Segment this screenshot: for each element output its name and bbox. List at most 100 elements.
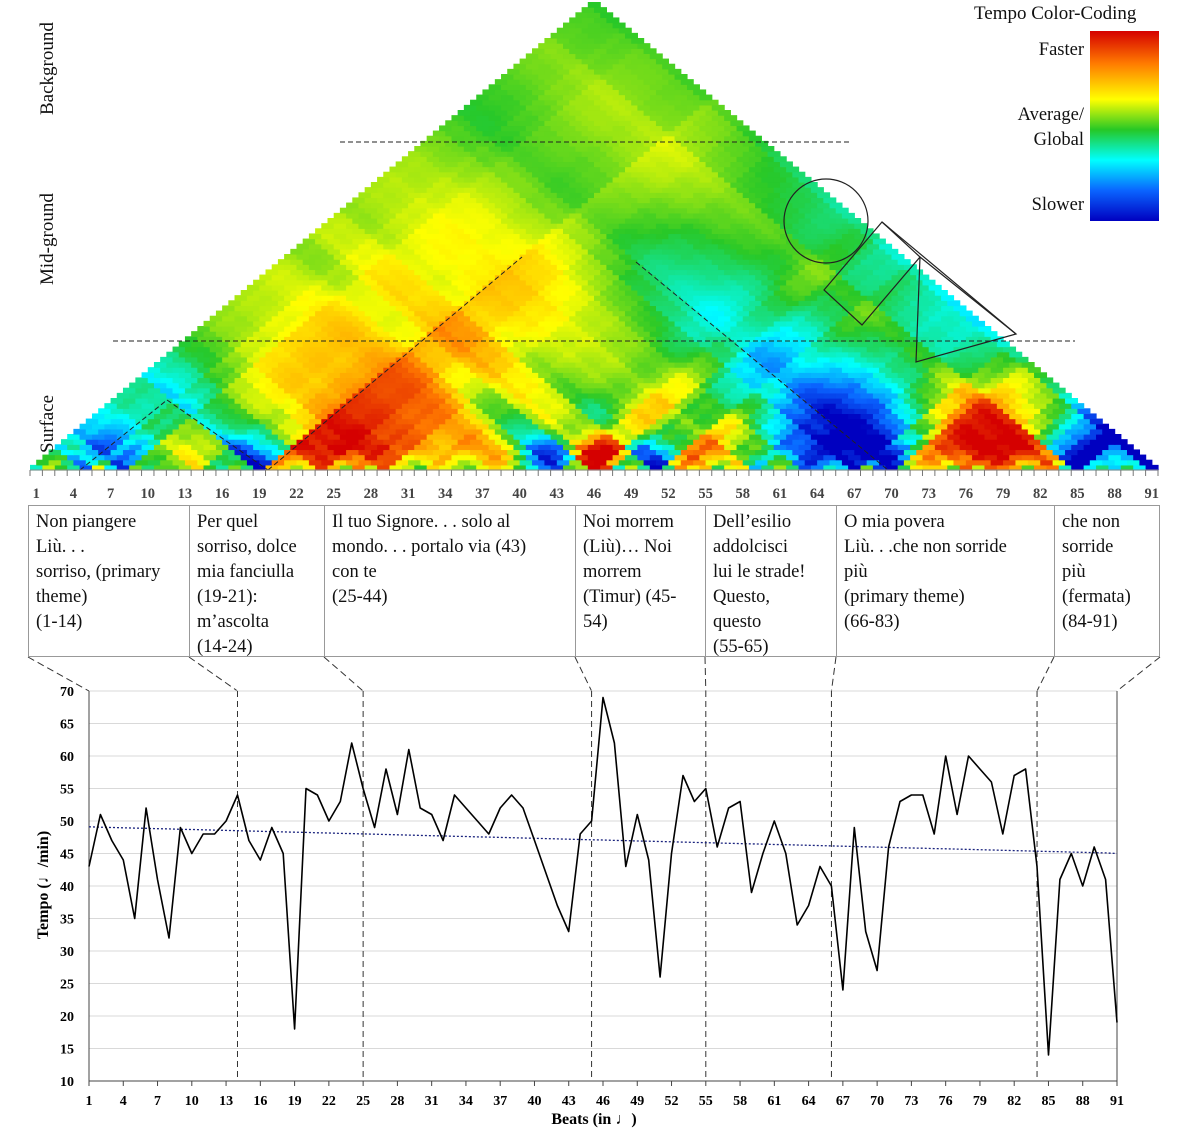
heatmap-cell [724,135,738,142]
heatmap-cell [755,223,769,229]
heatmap-cell [507,418,521,425]
heatmap-cell [755,418,769,425]
heatmap-cell [631,274,645,281]
heatmap-cell [711,166,725,173]
heatmap-cell [377,372,391,379]
heatmap-cell [792,295,806,301]
heatmap-cell [581,367,595,373]
heatmap-cell [804,274,818,281]
heatmap-cell [507,346,521,353]
heatmap-cell [972,382,986,389]
segment-text-line: che non [1062,512,1121,532]
heatmap-cell [215,413,229,420]
heatmap-cell [848,279,862,286]
heatmap-cell [779,295,793,301]
heatmap-cell [457,130,471,137]
heatmap-cell [308,449,322,456]
heatmap-cell [618,110,632,116]
heatmap-cell [240,310,254,317]
heatmap-cell [513,74,527,80]
heatmap-cell [401,351,415,358]
heatmap-cell [54,464,68,471]
heatmap-cell [748,228,762,235]
heatmap-cell [668,182,682,188]
heatmap-cell [631,387,645,394]
heatmap-cell [383,428,397,435]
heatmap-cell [377,403,391,409]
heatmap-cell [674,207,688,214]
heatmap-cell [612,259,626,265]
heatmap-cell [470,428,484,435]
heatmap-cell [606,377,620,384]
heatmap-cell [798,207,812,214]
heatmap-cell [432,408,446,415]
heatmap-cell [569,449,583,456]
heatmap-cell [476,310,490,317]
heatmap-cell [581,99,595,106]
heatmap-cell [755,192,769,199]
heatmap-cell [575,53,589,60]
heatmap-cell [984,331,998,337]
x-tick-label: 64 [802,1094,816,1109]
heatmap-cell [302,362,316,368]
connector-line [830,656,837,692]
heatmap-cell [1114,459,1128,466]
heatmap-cell [284,336,298,343]
heatmap-cell [203,351,217,358]
heatmap-cell [680,459,694,466]
heatmap-cell [364,197,378,204]
heatmap-cell [215,423,229,430]
heatmap-cell [606,48,620,55]
heatmap-cell [879,428,893,435]
heatmap-cell [544,305,558,312]
heatmap-cell [395,233,409,240]
heatmap-cell [265,290,279,296]
heatmap-cell [786,300,800,307]
heatmap-cell [717,408,731,415]
heatmap-cell [488,454,502,461]
heatmap-cell [600,403,614,409]
heatmap-cell [432,295,446,301]
heatmap-cell [556,449,570,456]
triangle-tick-label: 67 [847,486,862,502]
heatmap-cell [383,449,397,456]
heatmap-cell [358,192,372,199]
heatmap-cell [445,254,459,260]
heatmap-cell [686,248,700,255]
heatmap-cell [947,403,961,409]
heatmap-cell [581,356,595,363]
heatmap-cell [612,166,626,173]
heatmap-cell [370,439,384,445]
heatmap-cell [215,310,229,317]
heatmap-cell [655,223,669,229]
heatmap-cell [575,279,589,286]
heatmap-cell [1083,434,1097,440]
heatmap-cell [872,464,886,471]
heatmap-cell [532,233,546,240]
heatmap-cell [538,94,552,101]
heatmap-cell [606,68,620,75]
heatmap-cell [655,254,669,260]
heatmap-cell [389,464,403,471]
heatmap-cell [333,398,347,404]
heatmap-cell [600,74,614,80]
heatmap-cell [501,279,515,286]
heatmap-cell [538,434,552,440]
heatmap-cell [587,197,601,204]
heatmap-cell [501,403,515,409]
heatmap-cell [482,356,496,363]
heatmap-cell [897,290,911,296]
heatmap-cell [841,233,855,240]
heatmap-cell [178,362,192,368]
heatmap-cell [581,387,595,394]
heatmap-cell [1027,408,1041,415]
heatmap-cell [346,408,360,415]
heatmap-cell [705,284,719,291]
heatmap-cell [866,346,880,353]
heatmap-cell [507,151,521,157]
heatmap-cell [463,259,477,265]
heatmap-cell [507,202,521,209]
heatmap-cell [544,408,558,415]
heatmap-cell [631,79,645,85]
triangle-tick-label: 70 [884,486,899,502]
